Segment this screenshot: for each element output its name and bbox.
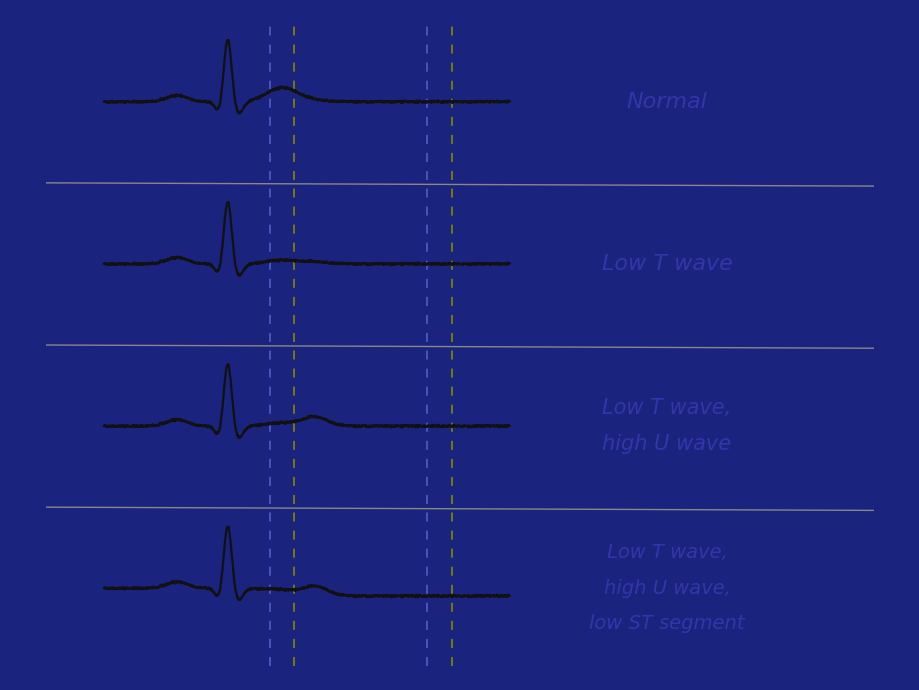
Text: Low T wave,: Low T wave, <box>606 543 727 562</box>
Text: Normal: Normal <box>626 92 707 112</box>
Text: Low T wave,: Low T wave, <box>602 398 731 418</box>
Text: high U wave: high U wave <box>602 434 731 454</box>
Text: low ST segment: low ST segment <box>588 614 744 633</box>
Text: Low T wave: Low T wave <box>601 254 732 274</box>
Text: high U wave,: high U wave, <box>603 579 730 598</box>
